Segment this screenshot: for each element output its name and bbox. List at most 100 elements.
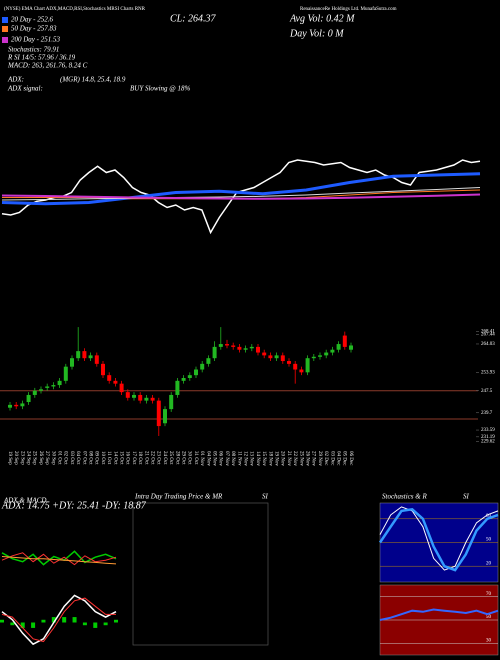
series-line	[1, 193, 481, 200]
candle-body	[144, 397, 149, 401]
candle-body	[119, 383, 124, 393]
y-tick-label: 80	[486, 514, 492, 519]
candle-body	[243, 348, 248, 350]
x-tick-label: 26 Sep	[38, 451, 43, 465]
y-tick-label: 50	[486, 615, 492, 620]
panel-title: Stochastics & R	[382, 493, 427, 501]
x-tick-label: 01 Nov	[199, 451, 204, 466]
histogram-bar	[10, 622, 15, 626]
x-tick-label: 20 Nov	[280, 451, 285, 466]
ma200: 200 Day - 251.53	[11, 36, 60, 44]
candle-body	[175, 380, 180, 395]
candle-body	[101, 363, 105, 376]
candle-body	[94, 355, 99, 364]
x-tick-label: 12 Nov	[242, 451, 247, 466]
x-tick-label: 06 Nov	[218, 451, 223, 466]
candle-body	[113, 380, 118, 384]
candle-body	[280, 355, 285, 362]
x-tick-label: 31 Oct	[193, 451, 198, 465]
y-tick-label: 50	[486, 538, 492, 543]
candle-body	[318, 355, 322, 357]
header: (NYSE) EMA Chart ADX,MACD,RSI,Stochastic…	[2, 7, 397, 93]
x-tick-label: 07 Oct	[81, 451, 86, 465]
candle-body	[274, 355, 279, 359]
series-line	[378, 507, 499, 572]
candle-body	[330, 349, 335, 353]
histogram-bar	[20, 622, 25, 628]
x-tick-label: 25 Oct	[168, 451, 173, 465]
x-tick-label: 19 Nov	[273, 451, 278, 466]
candle-body	[76, 351, 81, 359]
series-line	[1, 187, 481, 201]
candle-body	[287, 361, 291, 364]
x-tick-label: 29 Oct	[180, 451, 185, 465]
x-tick-label: 02 Dec	[323, 451, 328, 466]
x-tick-label: 08 Oct	[87, 451, 92, 465]
x-tick-label: 23 Oct	[156, 451, 161, 465]
candle-body	[256, 346, 260, 353]
histogram-bar	[62, 617, 67, 623]
candle-body	[138, 394, 143, 401]
swatch	[2, 26, 8, 32]
y-tick-label: 20	[486, 561, 492, 566]
candle-body	[206, 358, 211, 364]
candle-body	[14, 404, 19, 407]
histogram-bar	[114, 619, 118, 623]
x-tick-label: 21 Nov	[286, 451, 291, 466]
swatch	[2, 17, 8, 23]
candle-body	[194, 369, 198, 376]
candle-body	[169, 394, 174, 410]
y-tick-label: 268.41	[481, 330, 495, 335]
x-tick-label: 05 Nov	[211, 451, 216, 466]
series-line	[1, 597, 116, 643]
x-tick-label: 15 Nov	[261, 451, 266, 466]
series-line	[1, 556, 117, 565]
candle-body	[125, 392, 130, 398]
x-tick-label: 25 Nov	[298, 451, 303, 466]
y-tick-label: 70	[486, 592, 492, 597]
panel-title: SI	[463, 493, 470, 501]
histogram-bar	[0, 619, 4, 623]
x-tick-label: 09 Oct	[94, 451, 99, 465]
x-tick-label: 13 Nov	[249, 451, 254, 466]
rsi: R SI 14/5: 57.96 / 36.19	[7, 54, 76, 62]
x-tick-label: 20 Sep	[13, 451, 18, 465]
candle-body	[268, 355, 273, 359]
candle-body	[156, 400, 161, 427]
x-tick-label: 24 Sep	[25, 451, 30, 465]
ma50: 50 Day - 257.83	[11, 25, 57, 33]
x-tick-label: 16 Oct	[125, 451, 130, 465]
candle-body	[150, 397, 155, 401]
adx: ADX:	[7, 76, 24, 84]
swatch	[2, 37, 8, 43]
x-tick-label: 28 Oct	[174, 451, 179, 465]
x-tick-label: 24 Oct	[162, 451, 167, 465]
candle-body	[132, 394, 136, 398]
x-tick-label: 14 Nov	[255, 451, 260, 466]
y-tick-label: 231.19	[481, 435, 495, 440]
adx-vals: (MGR) 14.8, 25.4, 18.9	[60, 76, 126, 84]
candle-body	[349, 345, 353, 350]
close: CL: 264.37	[170, 13, 217, 24]
x-tick-label: 03 Oct	[69, 451, 74, 465]
candle-body	[187, 375, 192, 378]
candle-body	[20, 403, 25, 407]
x-tick-label: 17 Oct	[131, 451, 136, 465]
intraday-title: Intra Day Trading Price & MR	[134, 493, 223, 501]
x-tick-label: 04 Oct	[75, 451, 80, 465]
adx-signal: ADX signal:	[7, 85, 43, 93]
x-tick-label: 06 Dec	[348, 451, 353, 466]
x-tick-label: 14 Oct	[112, 451, 117, 465]
candle-body	[82, 351, 87, 359]
series-line	[379, 608, 499, 621]
y-tick-label: 233.59	[481, 428, 495, 433]
panel-title: ADX & MACD	[3, 497, 46, 505]
x-tick-label: 03 Dec	[329, 451, 334, 466]
x-tick-label: 01 Oct	[56, 451, 61, 465]
intraday-panel: Intra Day Trading Price & MR SI	[132, 493, 269, 646]
histogram-bar	[72, 617, 77, 623]
histogram-bar	[103, 622, 108, 626]
candle-body	[299, 369, 304, 373]
source: (NYSE) EMA Chart ADX,MACD,RSI,Stochastic…	[4, 7, 146, 12]
